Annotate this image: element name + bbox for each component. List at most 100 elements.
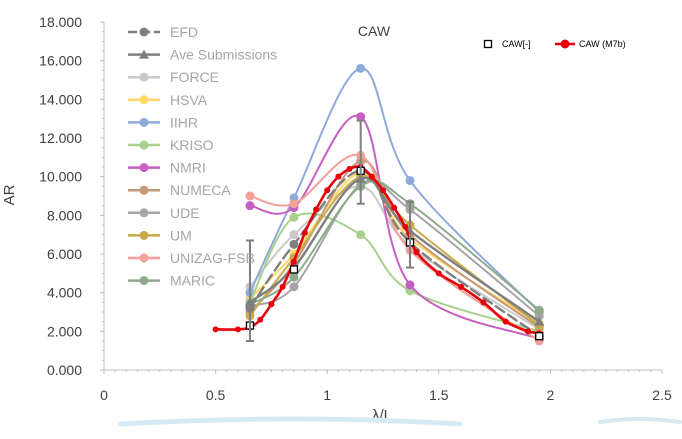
x-tick-label: 2.5 [652, 387, 672, 403]
data-point-caw-m7b [368, 173, 375, 180]
data-point-unizag-fsb [245, 191, 255, 201]
legend-swatch-marker [560, 39, 570, 49]
y-tick-label: 6.000 [47, 246, 82, 262]
legend-swatch-marker [139, 163, 149, 173]
data-point-caw-m7b [413, 249, 420, 256]
data-point-iihr [356, 63, 366, 73]
data-point-ave-submissions [534, 316, 545, 326]
legend-entry-iihr: IIHR [128, 114, 198, 130]
series-unizag-fsb [245, 150, 544, 346]
data-point-maric [534, 305, 544, 315]
y-tick-label: 0.000 [47, 362, 82, 378]
legend-swatch-marker [139, 140, 149, 150]
legend-entry-nmri: NMRI [128, 160, 206, 176]
data-point-caw-m7b [335, 173, 342, 180]
legend-swatch-marker [139, 117, 149, 127]
data-point-caw-m7b [525, 328, 532, 335]
data-point-caw-m7b [502, 318, 509, 325]
data-point-force [289, 230, 299, 240]
legend-swatch-marker [139, 95, 149, 105]
legend-entry-efd: EFD [128, 24, 198, 40]
data-point-caw-m7b [346, 165, 353, 172]
legend-entry-ude: UDE [128, 205, 200, 221]
data-point-caw [289, 265, 299, 274]
data-point-caw-m7b [257, 316, 264, 323]
legend-swatch-marker [139, 253, 149, 263]
legend-label: Ave Submissions [170, 47, 277, 63]
legend-label: MARIC [170, 273, 215, 289]
y-axis-label: AR [1, 184, 18, 205]
legend-swatch-marker [139, 49, 149, 59]
legend-label: UDE [170, 205, 200, 221]
legend-layer: EFD Ave Submissions FORCE HSVA IIHR KRISO NMRI… [128, 24, 626, 289]
y-tick-label: 10.000 [39, 169, 82, 185]
data-point-caw-m7b [324, 187, 331, 194]
data-point-caw-m7b [313, 206, 320, 213]
y-tick-label: 16.000 [39, 53, 82, 69]
y-tick-label: 8.000 [47, 207, 82, 223]
legend-label: EFD [170, 24, 198, 40]
legend-swatch-marker [139, 230, 149, 240]
legend-entry-numeca: NUMECA [128, 182, 231, 198]
data-point-caw-m7b [480, 299, 487, 306]
series-line-unizag-fsb [248, 153, 541, 342]
x-tick-label: 1.5 [429, 387, 449, 403]
data-point-iihr [405, 176, 415, 186]
data-point-caw-m7b [234, 326, 241, 333]
y-tick-label: 14.000 [39, 91, 82, 107]
y-tick-label: 18.000 [39, 14, 82, 30]
axes-layer: 0.000 2.000 4.000 6.000 8.000 10.000 12.000 14.… [39, 14, 672, 403]
legend-swatch-marker [139, 27, 149, 37]
y-tick-label: 2.000 [47, 323, 82, 339]
x-tick-label: 1 [323, 387, 331, 403]
data-point-caw-m7b [279, 283, 286, 290]
y-tick-label: 4.000 [47, 285, 82, 301]
data-point-caw-m7b [268, 301, 275, 308]
data-point-caw-m7b [391, 204, 398, 211]
series-layer [212, 63, 545, 346]
data-point-kriso [356, 230, 366, 240]
legend-entry-maric: MARIC [128, 273, 215, 289]
legend-entry-hsva: HSVA [128, 92, 208, 108]
legend-entry-caw: CAW[-] [483, 39, 531, 49]
data-point-maric [289, 272, 299, 282]
series-caw-m7b [212, 164, 543, 337]
x-tick-label: 2 [547, 387, 555, 403]
legend-entry-force: FORCE [128, 69, 219, 85]
legend-label: CAW[-] [502, 39, 531, 49]
error-bars [245, 119, 415, 342]
legend-swatch-marker [139, 185, 149, 195]
data-point-caw-m7b [380, 187, 386, 194]
legend-label: FORCE [170, 69, 219, 85]
data-point-caw-m7b [290, 258, 297, 265]
data-point-nmri [405, 280, 415, 290]
legend-entry-um: UM [128, 227, 192, 243]
x-tick-label: 0.5 [206, 387, 226, 403]
legend-swatch-marker [139, 72, 149, 82]
legend-label: KRISO [170, 137, 214, 153]
data-point-caw [535, 332, 544, 341]
legend-label: CAW (M7b) [579, 39, 626, 49]
data-point-caw-m7b [301, 229, 308, 236]
chart-title: CAW [358, 23, 391, 39]
data-point-nmri [356, 112, 366, 122]
legend-label: NMRI [170, 160, 206, 176]
data-point-caw-m7b [435, 270, 442, 277]
legend-label: UNIZAG-FSB [170, 250, 255, 266]
legend-swatch-marker [139, 276, 149, 286]
legend-entry-caw-m7b: CAW (M7b) [555, 39, 626, 49]
legend-swatch-marker [139, 208, 149, 218]
y-tick-label: 12.000 [39, 130, 82, 146]
data-point-nmri [245, 201, 255, 211]
data-point-efd [289, 239, 299, 249]
decorative-wave [117, 416, 682, 427]
data-point-ude [289, 282, 299, 292]
legend-label: UM [170, 227, 192, 243]
data-point-caw-m7b [458, 283, 465, 290]
data-point-unizag-fsb [289, 199, 299, 209]
data-point-caw-m7b [402, 223, 409, 230]
legend-entry-kriso: KRISO [128, 137, 214, 153]
legend-entry-ave-submissions: Ave Submissions [128, 47, 277, 63]
legend-label: IIHR [170, 114, 198, 130]
